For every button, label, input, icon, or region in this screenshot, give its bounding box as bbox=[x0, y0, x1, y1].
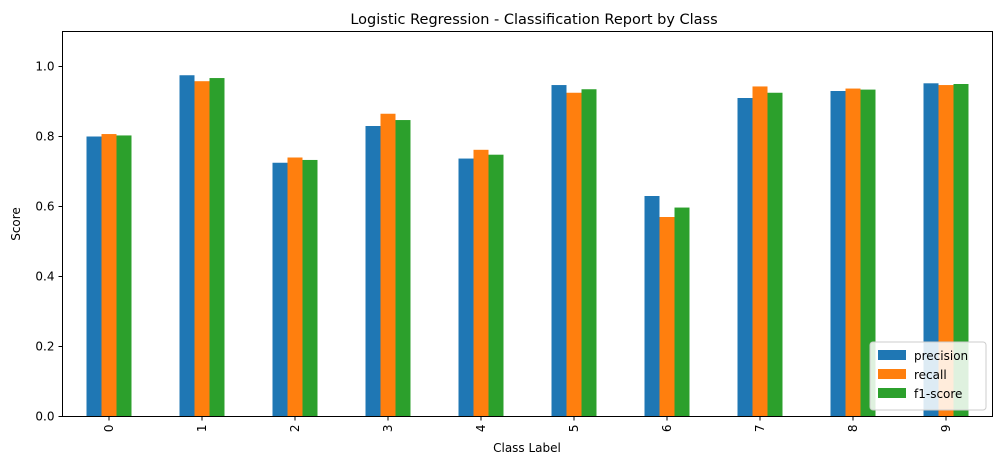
legend-swatch-f1-score bbox=[878, 388, 906, 398]
bar-f1-score-class-6 bbox=[674, 207, 690, 417]
bar-recall-class-7 bbox=[752, 86, 768, 417]
bar-recall-class-8 bbox=[845, 88, 861, 417]
y-axis-title: Score bbox=[9, 207, 23, 241]
x-tick-label: 4 bbox=[474, 425, 488, 433]
bar-precision-class-9 bbox=[923, 83, 939, 417]
bar-f1-score-class-4 bbox=[488, 154, 504, 417]
legend-swatch-recall bbox=[878, 369, 906, 379]
x-tick-label: 6 bbox=[660, 425, 674, 433]
bar-precision-class-8 bbox=[830, 91, 846, 417]
x-axis-title: Class Label bbox=[493, 441, 561, 455]
bar-recall-class-4 bbox=[473, 149, 489, 417]
bar-recall-class-9 bbox=[938, 85, 954, 417]
bar-recall-class-6 bbox=[659, 217, 675, 417]
bar-precision-class-7 bbox=[737, 98, 753, 417]
x-tick-label: 1 bbox=[195, 425, 209, 433]
bar-precision-class-3 bbox=[365, 126, 381, 417]
bar-precision-class-0 bbox=[86, 136, 102, 417]
bar-recall-class-0 bbox=[101, 134, 117, 417]
bar-recall-class-2 bbox=[287, 157, 303, 417]
legend: precision recall f1-score bbox=[869, 341, 987, 411]
bar-f1-score-class-3 bbox=[395, 120, 411, 417]
bar-f1-score-class-0 bbox=[116, 135, 132, 417]
legend-label-f1-score: f1-score bbox=[914, 387, 962, 401]
bar-precision-class-6 bbox=[644, 196, 660, 417]
bars-group bbox=[86, 75, 969, 417]
bar-f1-score-class-7 bbox=[767, 92, 783, 417]
x-tick-label: 5 bbox=[567, 425, 581, 433]
x-axis: 0 1 2 3 4 5 6 7 8 9 bbox=[102, 416, 953, 433]
legend-label-recall: recall bbox=[914, 368, 947, 382]
bar-recall-class-5 bbox=[566, 92, 582, 417]
x-tick-label: 3 bbox=[381, 425, 395, 433]
bar-precision-class-5 bbox=[551, 85, 567, 417]
bar-f1-score-class-5 bbox=[581, 89, 597, 417]
y-tick-label: 0.4 bbox=[35, 270, 54, 284]
x-tick-label: 0 bbox=[102, 425, 116, 433]
bar-precision-class-2 bbox=[272, 162, 288, 417]
plot-frame bbox=[62, 31, 993, 417]
chart-title: Logistic Regression - Classification Rep… bbox=[350, 12, 717, 28]
y-tick-label: 0.6 bbox=[35, 200, 54, 214]
x-tick-label: 8 bbox=[846, 425, 860, 433]
y-tick-label: 0.2 bbox=[35, 340, 54, 354]
bar-precision-class-1 bbox=[179, 75, 195, 417]
x-tick-label: 2 bbox=[288, 425, 302, 433]
bar-recall-class-3 bbox=[380, 113, 396, 417]
y-tick-label: 1.0 bbox=[35, 60, 54, 74]
bar-f1-score-class-8 bbox=[860, 89, 876, 417]
legend-swatch-precision bbox=[878, 350, 906, 360]
x-tick-label: 7 bbox=[753, 425, 767, 433]
bar-f1-score-class-9 bbox=[953, 84, 969, 417]
bar-f1-score-class-1 bbox=[209, 78, 225, 417]
x-tick-label: 9 bbox=[939, 425, 953, 433]
legend-label-precision: precision bbox=[914, 349, 968, 363]
y-tick-label: 0.0 bbox=[35, 410, 54, 424]
bar-recall-class-1 bbox=[194, 81, 210, 417]
y-axis: 0.0 0.2 0.4 0.6 0.8 1.0 bbox=[35, 60, 63, 424]
bar-f1-score-class-2 bbox=[302, 159, 318, 417]
bar-precision-class-4 bbox=[458, 158, 474, 417]
y-tick-label: 0.8 bbox=[35, 130, 54, 144]
